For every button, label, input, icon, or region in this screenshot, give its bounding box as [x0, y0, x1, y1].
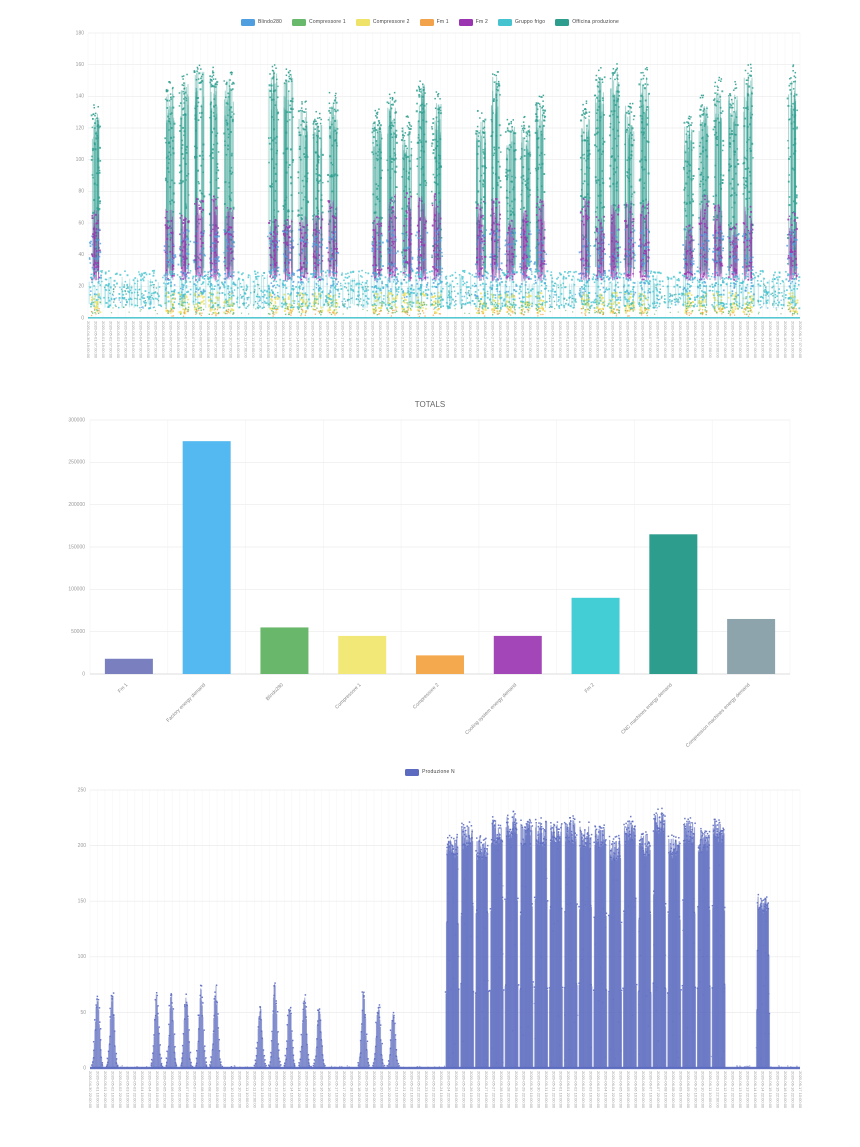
- legend-swatch: [292, 18, 307, 26]
- legend-label: Fm 1: [436, 19, 449, 25]
- energy-scatter-chart: Blindo280 Compressore 1 Compressore 2 Fm 1 F…: [0, 16, 860, 384]
- legend-item-compressore-2[interactable]: Compressore 2: [355, 18, 410, 26]
- legend-label: Officina produzione: [572, 19, 619, 25]
- totals-chart-title: TOTALS: [414, 400, 446, 409]
- legend-item-compressore-1[interactable]: Compressore 1: [292, 18, 346, 26]
- legend-swatch: [240, 18, 255, 26]
- legend-swatch: [355, 18, 370, 26]
- production-chart: Produzione N: [0, 766, 860, 1147]
- legend-label: Blindo280: [257, 19, 283, 25]
- energy-chart-canvas[interactable]: [0, 28, 860, 384]
- energy-chart-legend: Blindo280 Compressore 1 Compressore 2 Fm 1 F…: [0, 16, 860, 28]
- legend-item-blindo280[interactable]: Blindo280: [240, 18, 283, 26]
- legend-swatch: [458, 18, 473, 26]
- legend-item-officina-produzione[interactable]: Officina produzione: [555, 18, 619, 26]
- totals-chart-canvas[interactable]: [0, 410, 860, 762]
- production-chart-legend: Produzione N: [0, 766, 860, 778]
- legend-item-produzione-n[interactable]: Produzione N: [405, 768, 455, 776]
- legend-label: Gruppo frigo: [515, 19, 546, 25]
- totals-bar-chart: TOTALS: [0, 400, 860, 762]
- legend-label: Compressore 1: [309, 19, 346, 25]
- legend-label: Fm 2: [475, 19, 488, 25]
- production-chart-canvas[interactable]: [0, 778, 860, 1147]
- legend-swatch: [419, 18, 434, 26]
- legend-label: Compressore 2: [372, 19, 410, 25]
- legend-item-fm-1[interactable]: Fm 1: [419, 18, 449, 26]
- legend-item-fm-2[interactable]: Fm 2: [458, 18, 488, 26]
- legend-swatch: [498, 18, 512, 26]
- legend-label: Produzione N: [422, 769, 455, 775]
- legend-swatch: [405, 768, 420, 776]
- legend-item-gruppo-frigo[interactable]: Gruppo frigo: [498, 18, 546, 26]
- legend-swatch: [555, 18, 570, 26]
